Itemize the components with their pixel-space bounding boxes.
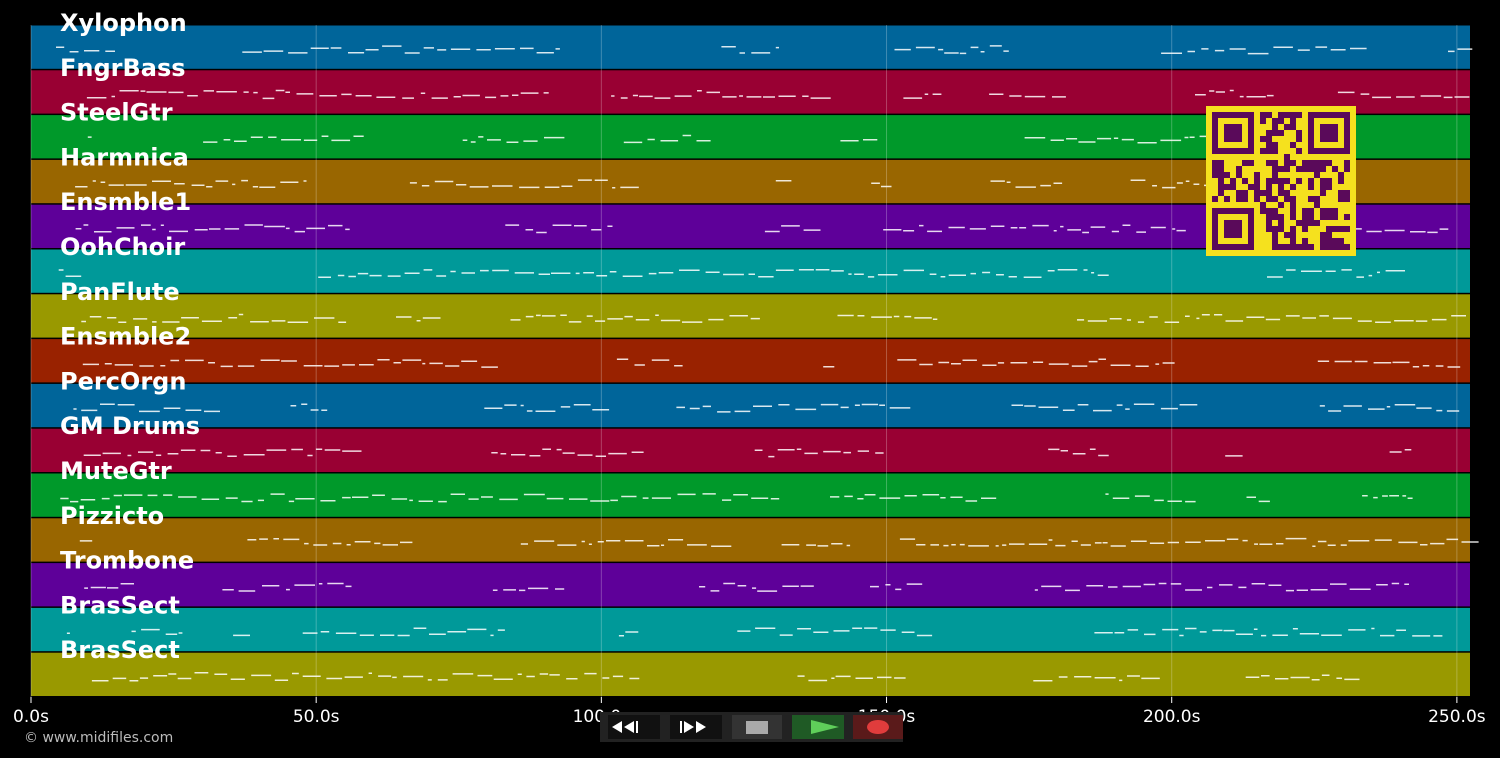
fast-forward-button[interactable] xyxy=(670,715,722,739)
qr-code xyxy=(1206,106,1356,256)
record-icon xyxy=(867,720,889,734)
track-name: Pizzicto xyxy=(60,502,164,530)
track-band xyxy=(31,428,1470,472)
qr-finder xyxy=(1224,220,1242,238)
track-name: MuteGtr xyxy=(60,457,172,485)
track-name: Trombone xyxy=(60,547,194,575)
track-name: BrasSect xyxy=(60,636,180,664)
track-name: PercOrgn xyxy=(60,367,186,395)
qr-modules xyxy=(1212,112,1350,250)
rewind-button[interactable] xyxy=(608,715,660,739)
ff-icon xyxy=(680,721,706,733)
track-name: Xylophon xyxy=(60,9,187,37)
rewind-icon xyxy=(612,721,638,733)
x-tick-label: 0.0s xyxy=(13,707,49,727)
track-band xyxy=(31,607,1470,652)
stop-button[interactable] xyxy=(732,715,782,739)
track-labels: Xylophon FngrBass SteelGtr Harmnica Ensmble1… xyxy=(60,9,200,664)
footer: © www.midifiles.com xyxy=(24,730,173,746)
note-texture xyxy=(84,582,1409,592)
note-texture xyxy=(56,45,1473,55)
note-texture xyxy=(60,493,1413,503)
note-texture xyxy=(86,89,1470,100)
note-texture xyxy=(83,448,1412,458)
tracks xyxy=(31,25,1479,696)
track-name: OohChoir xyxy=(60,233,185,261)
track-name: Ensmble2 xyxy=(60,323,191,351)
track-band xyxy=(31,473,1470,517)
track-band xyxy=(31,518,1470,562)
track-name: FngrBass xyxy=(60,54,186,82)
track-band xyxy=(31,383,1470,428)
x-tick-label: 200.0s xyxy=(1143,707,1201,727)
note-texture xyxy=(79,537,1479,548)
note-texture xyxy=(87,134,1248,144)
track-band xyxy=(31,563,1470,607)
transport-controls xyxy=(600,712,903,742)
track-band xyxy=(31,339,1470,383)
x-tick-label: 250.0s xyxy=(1428,707,1486,727)
record-button[interactable] xyxy=(853,715,903,739)
stop-icon xyxy=(746,721,768,734)
track-band xyxy=(31,294,1470,338)
track-band xyxy=(31,249,1470,293)
qr-finder xyxy=(1320,124,1338,142)
play-button[interactable] xyxy=(792,715,844,739)
track-band xyxy=(31,652,1470,696)
qr-finder xyxy=(1224,124,1242,142)
grid xyxy=(30,25,1458,697)
track-name: Ensmble1 xyxy=(60,188,191,216)
track-name: BrasSect xyxy=(60,591,180,619)
note-texture xyxy=(75,224,1449,234)
track-name: GM Drums xyxy=(60,412,200,440)
play-icon xyxy=(811,720,839,734)
note-texture xyxy=(58,268,1405,279)
note-texture xyxy=(91,672,1360,682)
note-texture xyxy=(82,358,1461,368)
track-band xyxy=(31,25,1470,69)
note-texture xyxy=(73,403,1460,413)
note-texture xyxy=(81,313,1466,324)
note-texture xyxy=(66,627,1443,637)
track-name: Harmnica xyxy=(60,143,189,171)
track-name: SteelGtr xyxy=(60,99,173,127)
x-tick-label: 50.0s xyxy=(293,707,340,727)
track-name: PanFlute xyxy=(60,278,180,306)
